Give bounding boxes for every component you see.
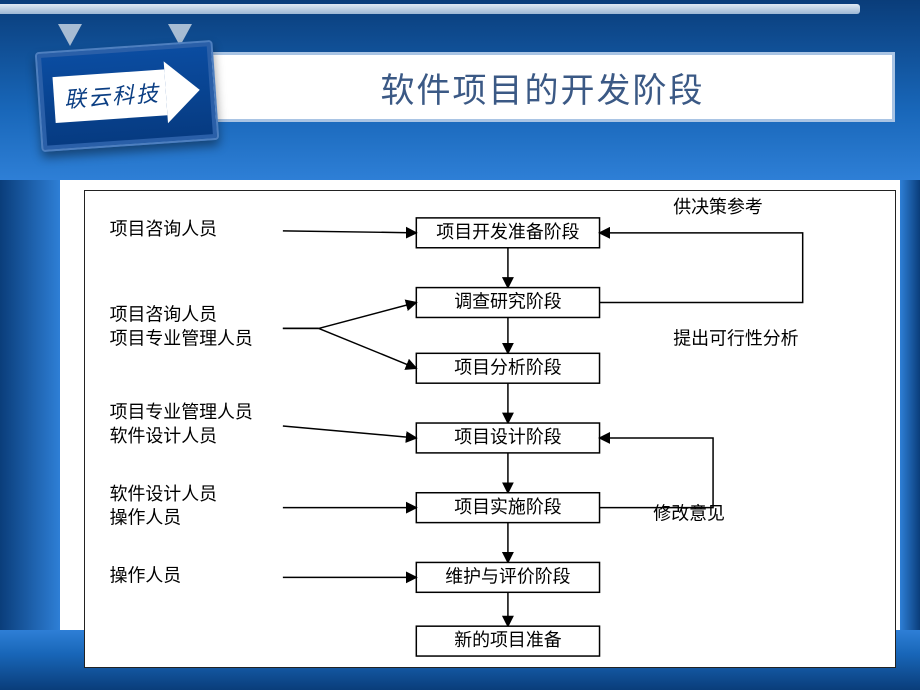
page-title: 软件项目的开发阶段	[381, 63, 705, 112]
flow-node: 项目分析阶段	[416, 353, 599, 383]
svg-text:项目咨询人员: 项目咨询人员	[110, 305, 217, 325]
flow-left-label: 项目咨询人员	[110, 219, 217, 239]
svg-text:项目专业管理人员: 项目专业管理人员	[110, 328, 253, 348]
flow-arrow-left-branch	[319, 303, 417, 329]
svg-text:项目分析阶段: 项目分析阶段	[454, 357, 562, 377]
flow-arrow-left	[283, 231, 416, 233]
flow-node: 项目开发准备阶段	[416, 218, 599, 248]
sign-arrow-icon: 联云科技	[52, 59, 204, 131]
flow-node: 新的项目准备	[416, 626, 599, 656]
flow-left-label: 项目专业管理人员软件设计人员	[110, 402, 253, 446]
background-band-left	[0, 180, 60, 640]
svg-text:项目咨询人员: 项目咨询人员	[110, 219, 217, 239]
flow-left-label: 软件设计人员操作人员	[110, 484, 217, 528]
background-band-right	[900, 180, 920, 640]
svg-text:操作人员: 操作人员	[110, 508, 182, 528]
flowchart-svg: 项目开发准备阶段调查研究阶段项目分析阶段项目设计阶段项目实施阶段维护与评价阶段新…	[85, 191, 895, 667]
svg-text:项目专业管理人员: 项目专业管理人员	[110, 402, 253, 422]
flow-node: 项目设计阶段	[416, 423, 599, 453]
svg-text:维护与评价阶段: 维护与评价阶段	[445, 566, 570, 586]
flow-node: 项目实施阶段	[416, 493, 599, 523]
flow-left-label: 项目咨询人员项目专业管理人员	[110, 305, 253, 349]
svg-text:项目设计阶段: 项目设计阶段	[454, 427, 562, 447]
sign-bracket-left	[58, 24, 82, 46]
sign-panel: 联云科技	[35, 40, 220, 152]
flow-feedback-loop	[600, 233, 803, 303]
flow-left-label: 操作人员	[110, 565, 182, 585]
brand-signboard: 联云科技	[38, 14, 218, 154]
brand-label: 联云科技	[63, 76, 161, 115]
svg-text:项目实施阶段: 项目实施阶段	[454, 497, 562, 517]
flow-feedback-loop	[600, 438, 714, 508]
svg-text:操作人员: 操作人员	[110, 565, 182, 585]
flow-right-label: 提出可行性分析	[673, 328, 798, 348]
flow-arrow-left	[283, 426, 416, 438]
flow-arrow-left-branch	[319, 328, 417, 368]
flow-right-label: 修改意见	[653, 504, 725, 524]
sign-pole	[0, 4, 860, 14]
svg-text:项目开发准备阶段: 项目开发准备阶段	[436, 222, 579, 242]
flow-node: 维护与评价阶段	[416, 562, 599, 592]
svg-text:软件设计人员: 软件设计人员	[110, 484, 217, 504]
svg-text:调查研究阶段: 调查研究阶段	[454, 292, 562, 312]
svg-text:新的项目准备: 新的项目准备	[454, 630, 562, 650]
flowchart-panel: 项目开发准备阶段调查研究阶段项目分析阶段项目设计阶段项目实施阶段维护与评价阶段新…	[84, 190, 896, 668]
flow-node: 调查研究阶段	[416, 288, 599, 318]
title-bar: 软件项目的开发阶段	[190, 52, 895, 122]
flow-right-label: 供决策参考	[673, 197, 763, 217]
svg-text:软件设计人员: 软件设计人员	[110, 426, 217, 446]
